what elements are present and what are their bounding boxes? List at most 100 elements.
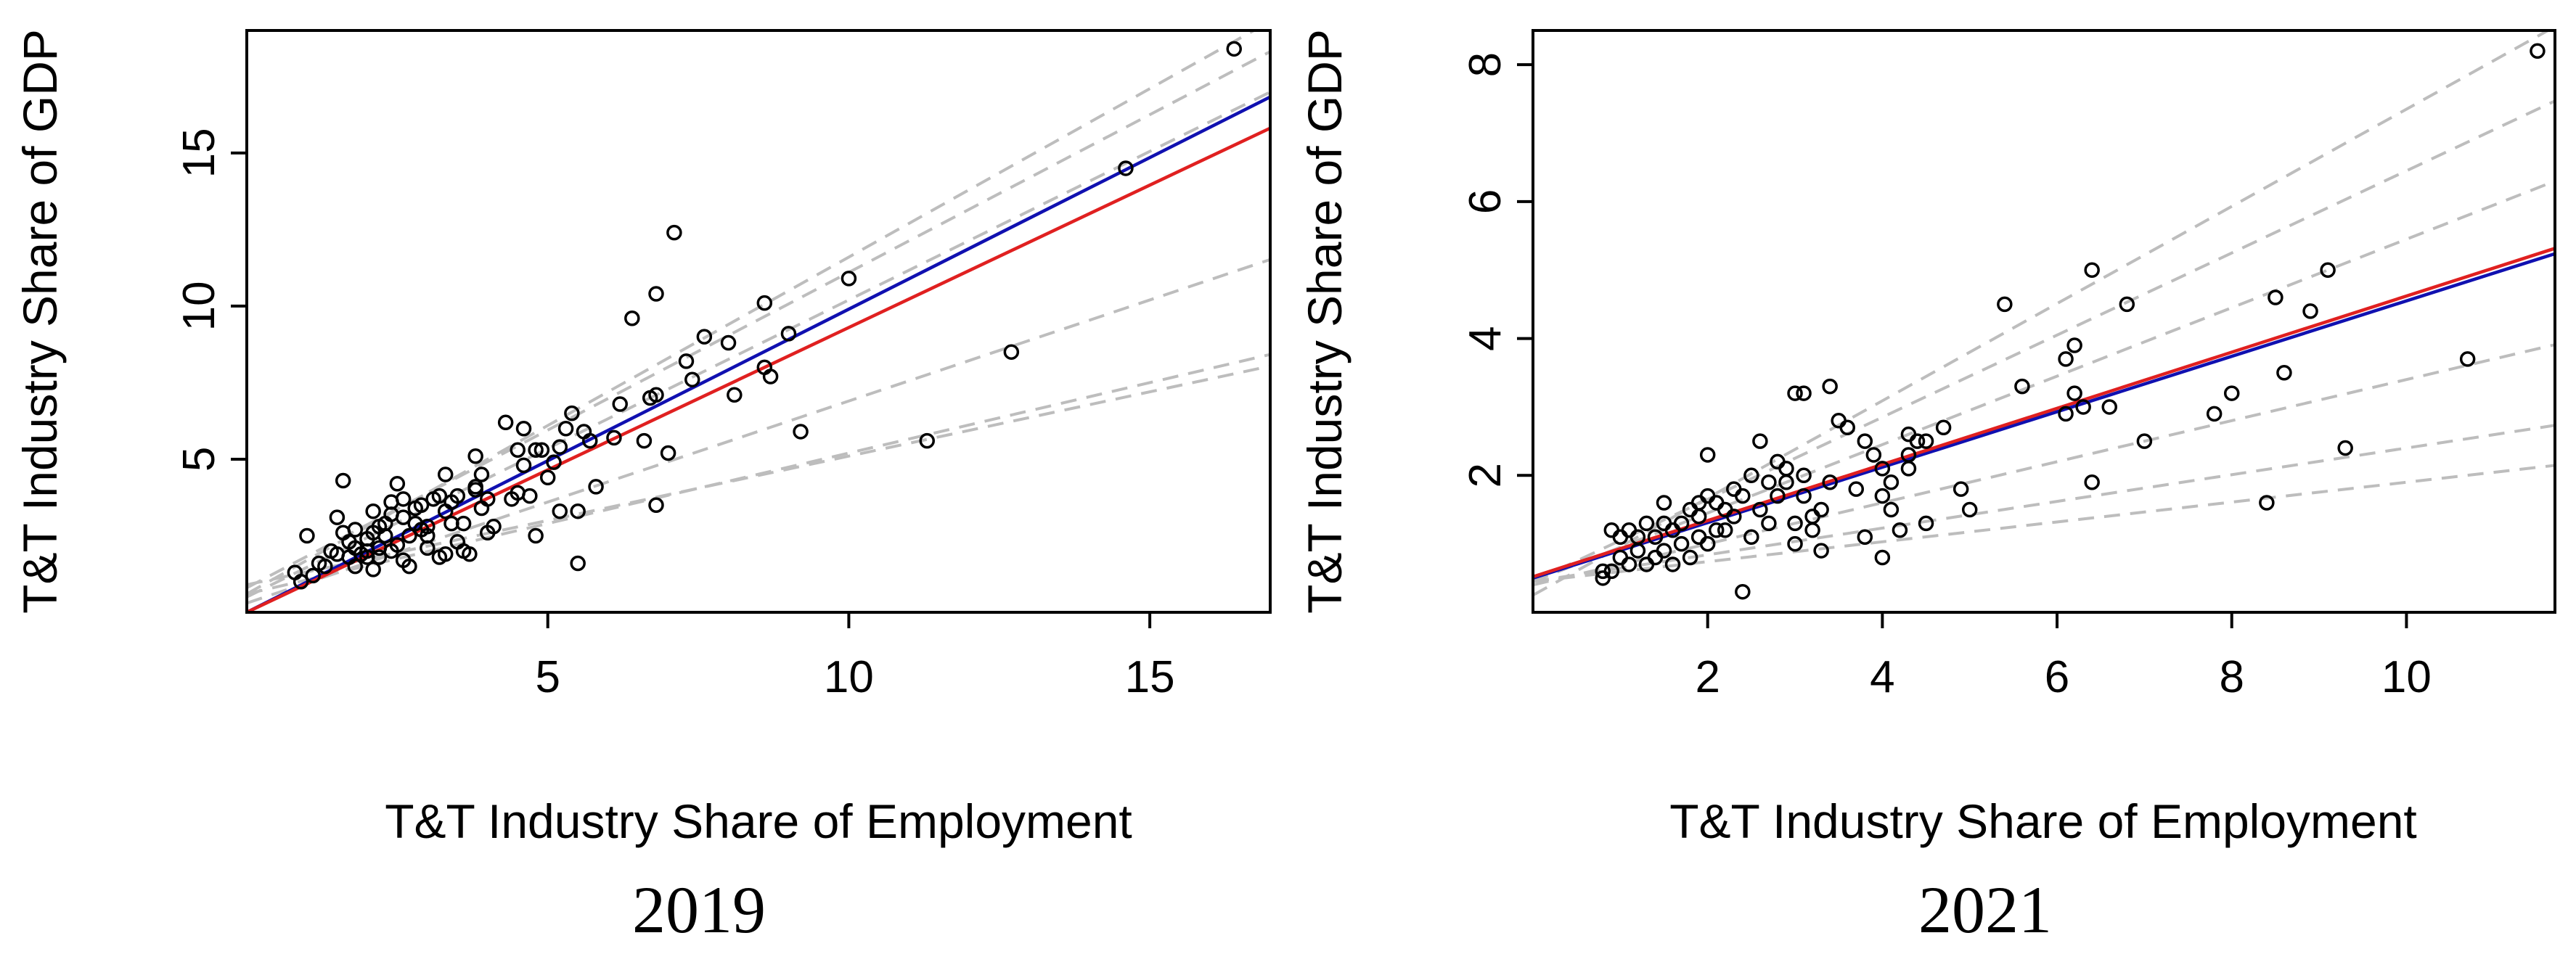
data-point <box>1909 433 1926 449</box>
dashed-reference-lines <box>1533 30 2555 597</box>
dashed-reference-line <box>1533 424 2555 583</box>
data-point <box>1883 474 1900 490</box>
data-point <box>383 543 399 559</box>
data-point <box>365 503 381 519</box>
y-tick-label: 15 <box>174 128 224 178</box>
blue-fit-line <box>1533 252 2555 580</box>
data-point <box>365 562 381 577</box>
data-point <box>1778 474 1794 490</box>
data-point <box>528 442 544 459</box>
data-point <box>1612 529 1629 545</box>
data-point <box>311 555 327 572</box>
data-point <box>455 543 472 559</box>
data-point <box>1656 515 1672 532</box>
data-point <box>2337 440 2353 456</box>
y-axis-title: T&T Industry Share of GDP <box>13 29 67 614</box>
data-point <box>420 540 436 556</box>
data-point <box>539 469 556 486</box>
data-point <box>1717 522 1733 538</box>
data-point <box>1752 501 1768 518</box>
data-point <box>1656 495 1672 511</box>
data-point <box>1953 481 1969 497</box>
data-point <box>2066 385 2082 401</box>
data-point <box>2320 262 2336 278</box>
data-point <box>2268 289 2283 305</box>
dashed-reference-line <box>1533 464 2555 583</box>
data-point <box>1997 296 2013 313</box>
data-point <box>1743 529 1759 545</box>
data-point <box>437 546 454 562</box>
data-point <box>1708 495 1725 511</box>
data-point <box>1735 583 1751 600</box>
y-axis-title: T&T Industry Share of GDP <box>1298 29 1352 614</box>
plot-frame <box>245 29 1272 614</box>
data-point <box>299 527 315 544</box>
data-point <box>1787 535 1803 552</box>
data-point <box>407 515 423 532</box>
y-axis: 2 4 6 8 <box>1460 52 1533 488</box>
data-point <box>1595 570 1611 586</box>
data-point <box>1883 501 1900 518</box>
data-point <box>1770 488 1786 504</box>
data-point <box>515 457 532 474</box>
data-point <box>1673 535 1690 552</box>
data-point <box>1118 160 1134 176</box>
data-point <box>2530 43 2546 59</box>
data-point <box>1900 461 1917 477</box>
data-point <box>2058 406 2074 422</box>
data-point <box>1647 529 1664 545</box>
dashed-reference-line <box>247 258 1270 605</box>
data-point <box>612 396 628 412</box>
data-point <box>648 286 664 302</box>
data-point <box>407 500 423 517</box>
data-point <box>756 295 773 311</box>
data-point <box>510 442 526 459</box>
data-point <box>1857 529 1873 545</box>
data-point <box>780 326 797 342</box>
dashed-reference-line <box>1533 179 2555 583</box>
x-axis-title: T&T Industry Share of Employment <box>1669 794 2417 848</box>
data-point <box>588 479 604 495</box>
y-tick-label: 5 <box>174 447 224 472</box>
data-point <box>473 466 490 482</box>
data-point <box>2101 399 2118 415</box>
data-point <box>2119 296 2135 313</box>
data-point <box>606 429 622 446</box>
dashed-reference-line <box>1533 343 2555 587</box>
data-point <box>401 558 417 575</box>
dashed-reference-line <box>247 364 1270 586</box>
x-axis: 2 4 6 8 10 <box>1695 612 2432 702</box>
data-point <box>2259 495 2275 511</box>
data-point <box>1787 385 1803 401</box>
data-point <box>533 442 550 459</box>
data-point <box>1682 549 1698 566</box>
y-tick-label: 6 <box>1460 189 1510 214</box>
data-point <box>2223 385 2240 401</box>
data-point <box>389 475 406 492</box>
scatter-panel-2019: 5 10 15 5 10 15 T&T Industry Share of Employ… <box>13 29 1272 947</box>
x-tick-label: 15 <box>1125 652 1175 702</box>
data-point <box>473 500 490 517</box>
data-point <box>1699 447 1716 463</box>
data-point <box>1638 556 1655 572</box>
data-point <box>1778 461 1794 477</box>
panel-caption: 2021 <box>1918 873 2052 947</box>
data-point <box>1813 543 1829 559</box>
data-point <box>480 525 496 541</box>
x-tick-label: 10 <box>2381 652 2432 702</box>
x-tick-label: 4 <box>1870 652 1894 702</box>
data-point <box>1874 549 1891 566</box>
data-point <box>841 271 857 287</box>
data-point <box>636 432 653 449</box>
data-point <box>2206 406 2223 422</box>
plot-frame <box>1532 29 2556 614</box>
data-point <box>1831 413 1847 429</box>
data-point <box>1918 433 1934 449</box>
data-point <box>497 414 514 431</box>
data-point <box>329 509 345 525</box>
data-point <box>1796 385 1812 401</box>
data-point <box>335 472 351 489</box>
data-point <box>793 424 809 440</box>
data-point <box>1900 426 1917 443</box>
